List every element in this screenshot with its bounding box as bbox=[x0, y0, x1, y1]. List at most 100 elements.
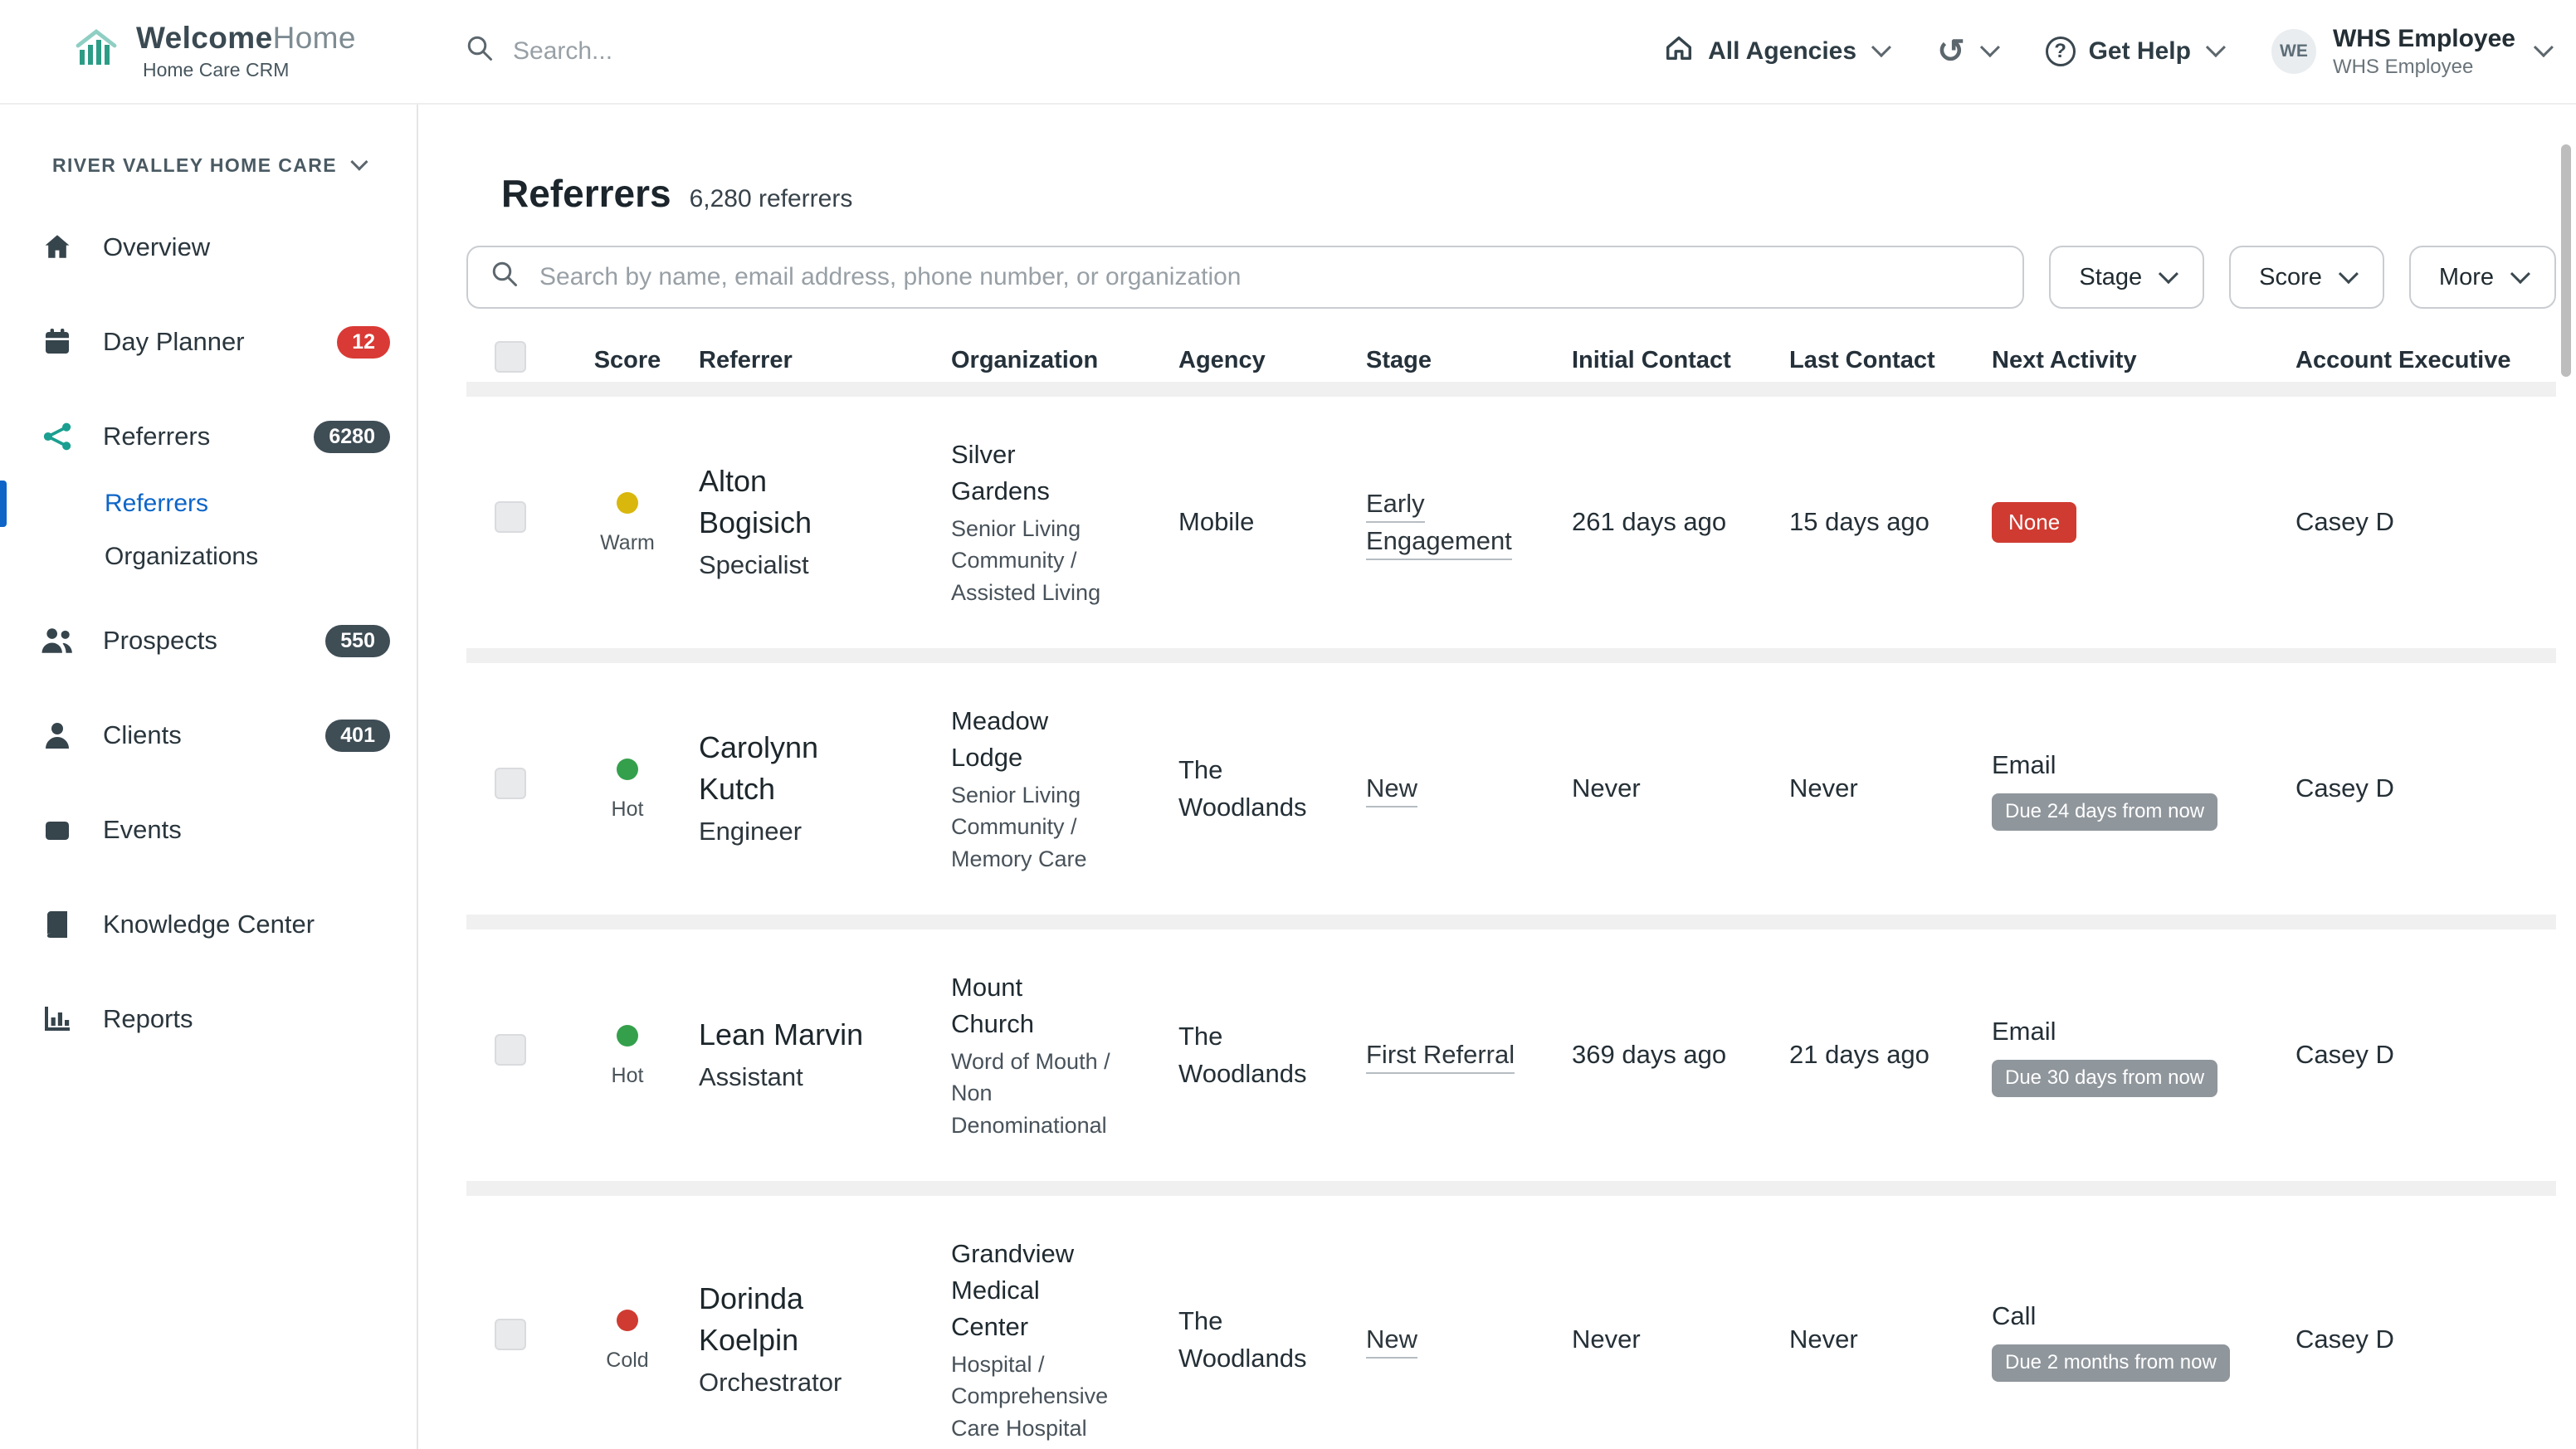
last-contact-cell: Never bbox=[1789, 773, 1858, 803]
referrers-table: Score Referrer Organization Agency Stage… bbox=[466, 339, 2556, 1449]
calendar-icon bbox=[40, 324, 75, 359]
referrer-name[interactable]: Alton Bogisich bbox=[699, 463, 812, 540]
table-search-input[interactable] bbox=[536, 261, 2002, 293]
history-icon: ↺ bbox=[1937, 32, 1965, 70]
user-name: WHS Employee bbox=[2332, 24, 2515, 52]
avatar: WE bbox=[2271, 28, 2316, 74]
all-agencies-menu[interactable]: All Agencies bbox=[1663, 32, 1891, 71]
row-checkbox[interactable] bbox=[495, 768, 526, 800]
score-cell: Hot bbox=[573, 754, 682, 824]
table-row[interactable]: Cold Dorinda Koelpin Orchestrator Grandv… bbox=[466, 1181, 2556, 1449]
sidebar-subitem-organizations[interactable]: Organizations bbox=[0, 530, 417, 583]
brand-name: WelcomeHome bbox=[136, 21, 356, 56]
sidebar-item-label: Referrers bbox=[103, 422, 211, 451]
vertical-scrollbar-thumb[interactable] bbox=[2561, 144, 2571, 377]
sidebar-item-label: Overview bbox=[103, 232, 211, 261]
row-checkbox[interactable] bbox=[495, 501, 526, 534]
sidebar-item-referrers[interactable]: Referrers 6280 bbox=[0, 389, 417, 484]
all-agencies-label: All Agencies bbox=[1708, 37, 1857, 65]
referrers-icon bbox=[40, 419, 75, 454]
referrer-name[interactable]: Dorinda Koelpin bbox=[699, 1281, 804, 1358]
sidebar-item-label: Day Planner bbox=[103, 327, 245, 356]
day-planner-badge: 12 bbox=[337, 325, 390, 359]
next-activity-type: Call bbox=[1992, 1301, 2037, 1331]
select-all-checkbox[interactable] bbox=[495, 341, 526, 373]
events-icon bbox=[40, 812, 75, 847]
chevron-down-icon bbox=[2338, 263, 2359, 284]
sidebar-subitem-referrers[interactable]: Referrers bbox=[0, 477, 417, 530]
organization-name[interactable]: Mount Church bbox=[951, 973, 1034, 1039]
more-filter-button[interactable]: More bbox=[2408, 246, 2556, 309]
referrer-title: Orchestrator bbox=[699, 1368, 842, 1398]
score-dot bbox=[617, 758, 638, 780]
prospects-badge: 550 bbox=[325, 624, 390, 657]
sidebar-item-prospects[interactable]: Prospects 550 bbox=[0, 593, 417, 688]
more-filter-label: More bbox=[2438, 263, 2494, 290]
chevron-down-icon bbox=[350, 153, 368, 171]
user-menu[interactable]: WE WHS Employee WHS Employee bbox=[2271, 24, 2554, 80]
stage-value[interactable]: New bbox=[1366, 773, 1418, 808]
table-row[interactable]: Hot Carolynn Kutch Engineer Meadow Lodge… bbox=[466, 648, 2556, 915]
sidebar-item-knowledge-center[interactable]: Knowledge Center bbox=[0, 877, 417, 972]
sidebar: RIVER VALLEY HOME CARE Overview Day Plan… bbox=[0, 105, 418, 1449]
sidebar-item-reports[interactable]: Reports bbox=[0, 972, 417, 1066]
app-header: WelcomeHome Home Care CRM All Agencies ↺ bbox=[0, 0, 2576, 105]
sidebar-subitem-label: Organizations bbox=[105, 543, 259, 570]
score-filter-button[interactable]: Score bbox=[2229, 246, 2384, 309]
table-row[interactable]: Hot Lean Marvin Assistant Mount Church W… bbox=[466, 915, 2556, 1182]
referrer-name[interactable]: Carolynn Kutch bbox=[699, 729, 819, 807]
global-search-input[interactable] bbox=[510, 36, 1047, 67]
sidebar-item-overview[interactable]: Overview bbox=[0, 200, 417, 295]
table-header-row: Score Referrer Organization Agency Stage… bbox=[466, 339, 2556, 382]
column-header-next-activity: Next Activity bbox=[1992, 346, 2137, 373]
referrer-name[interactable]: Lean Marvin bbox=[699, 1017, 864, 1051]
score-cell: Hot bbox=[573, 1020, 682, 1090]
referrers-subnav: Referrers Organizations bbox=[0, 477, 417, 583]
sidebar-item-label: Knowledge Center bbox=[103, 910, 315, 939]
score-cell: Cold bbox=[573, 1305, 682, 1375]
next-activity-cell: Call Due 2 months from now bbox=[1975, 1298, 2279, 1382]
sidebar-subitem-label: Referrers bbox=[105, 490, 209, 517]
column-header-stage: Stage bbox=[1366, 346, 1432, 373]
sidebar-item-label: Clients bbox=[103, 720, 182, 749]
chevron-down-icon bbox=[2510, 263, 2530, 284]
score-label: Hot bbox=[611, 797, 644, 821]
sidebar-item-events[interactable]: Events bbox=[0, 783, 417, 877]
sidebar-item-day-planner[interactable]: Day Planner 12 bbox=[0, 295, 417, 389]
row-checkbox[interactable] bbox=[495, 1319, 526, 1351]
score-dot bbox=[617, 1309, 638, 1331]
score-label: Hot bbox=[611, 1063, 644, 1087]
stage-value[interactable]: Early Engagement bbox=[1366, 488, 1512, 560]
referrer-title: Engineer bbox=[699, 817, 803, 846]
organization-selector[interactable]: RIVER VALLEY HOME CARE bbox=[0, 153, 417, 177]
stage-value[interactable]: First Referral bbox=[1366, 1040, 1515, 1075]
organization-name[interactable]: Silver Gardens bbox=[951, 440, 1050, 506]
main-content: Referrers 6,280 referrers Stage Score bbox=[418, 105, 2576, 1449]
organization-name[interactable]: Grandview Medical Center bbox=[951, 1239, 1075, 1342]
chevron-down-icon bbox=[1871, 37, 1891, 58]
referrer-title: Assistant bbox=[699, 1062, 803, 1092]
column-header-agency: Agency bbox=[1178, 346, 1266, 373]
initial-contact-cell: Never bbox=[1572, 1325, 1641, 1354]
stage-filter-button[interactable]: Stage bbox=[2049, 246, 2205, 309]
house-icon bbox=[1663, 32, 1695, 71]
last-contact-cell: 15 days ago bbox=[1789, 507, 1930, 537]
get-help-menu[interactable]: ? Get Help bbox=[2045, 36, 2226, 66]
score-label: Warm bbox=[600, 530, 655, 554]
initial-contact-cell: 369 days ago bbox=[1572, 1040, 1727, 1070]
chevron-down-icon bbox=[2205, 37, 2226, 58]
history-menu[interactable]: ↺ bbox=[1937, 32, 2000, 70]
brand-logo[interactable]: WelcomeHome Home Care CRM bbox=[73, 22, 425, 81]
next-activity-type: Email bbox=[1992, 1017, 2056, 1046]
last-contact-cell: Never bbox=[1789, 1325, 1858, 1354]
stage-value[interactable]: New bbox=[1366, 1325, 1418, 1359]
organization-description: Senior Living Community / Assisted Livin… bbox=[951, 516, 1101, 605]
agency-cell: Mobile bbox=[1178, 507, 1255, 537]
organization-name[interactable]: Meadow Lodge bbox=[951, 706, 1049, 773]
sidebar-item-clients[interactable]: Clients 401 bbox=[0, 688, 417, 783]
agency-cell: The Woodlands bbox=[1178, 1021, 1307, 1088]
organization-selector-label: RIVER VALLEY HOME CARE bbox=[51, 154, 338, 176]
chevron-down-icon bbox=[2533, 37, 2554, 58]
table-row[interactable]: Warm Alton Bogisich Specialist Silver Ga… bbox=[466, 382, 2556, 649]
row-checkbox[interactable] bbox=[495, 1034, 526, 1066]
